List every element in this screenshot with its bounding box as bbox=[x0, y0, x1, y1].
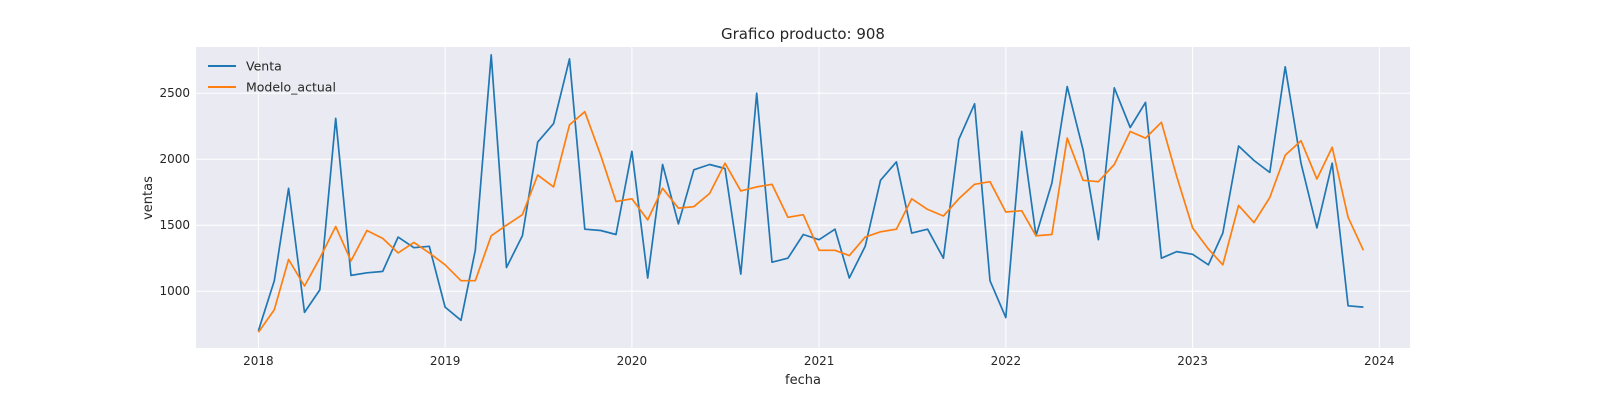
grid bbox=[196, 47, 1410, 348]
y-tick-label: 2500 bbox=[159, 86, 190, 100]
plot-area bbox=[196, 47, 1410, 348]
y-tick-label: 1500 bbox=[159, 218, 190, 232]
x-tick-label: 2024 bbox=[1364, 354, 1395, 368]
series-lines bbox=[257, 54, 1365, 333]
y-tick-label: 2000 bbox=[159, 152, 190, 166]
y-tick-label: 1000 bbox=[159, 284, 190, 298]
y-tick-labels: 1000 1500 2000 2500 bbox=[159, 86, 190, 298]
legend: Venta Modelo_actual bbox=[208, 59, 336, 95]
x-axis-label: fecha bbox=[785, 373, 821, 388]
series-line-venta bbox=[257, 54, 1364, 332]
legend-label-modelo-actual: Modelo_actual bbox=[246, 80, 336, 95]
chart-title: Grafico producto: 908 bbox=[721, 25, 885, 43]
y-axis-label: ventas bbox=[141, 176, 156, 220]
x-tick-label: 2022 bbox=[991, 354, 1022, 368]
x-tick-label: 2020 bbox=[617, 354, 648, 368]
x-tick-label: 2019 bbox=[430, 354, 461, 368]
x-tick-label: 2021 bbox=[804, 354, 835, 368]
x-tick-label: 2023 bbox=[1177, 354, 1208, 368]
legend-label-venta: Venta bbox=[246, 59, 282, 74]
x-tick-label: 2018 bbox=[243, 354, 274, 368]
series-line-modelo-actual bbox=[257, 110, 1365, 333]
x-tick-labels: 2018 2019 2020 2021 2022 2023 2024 bbox=[243, 354, 1394, 368]
